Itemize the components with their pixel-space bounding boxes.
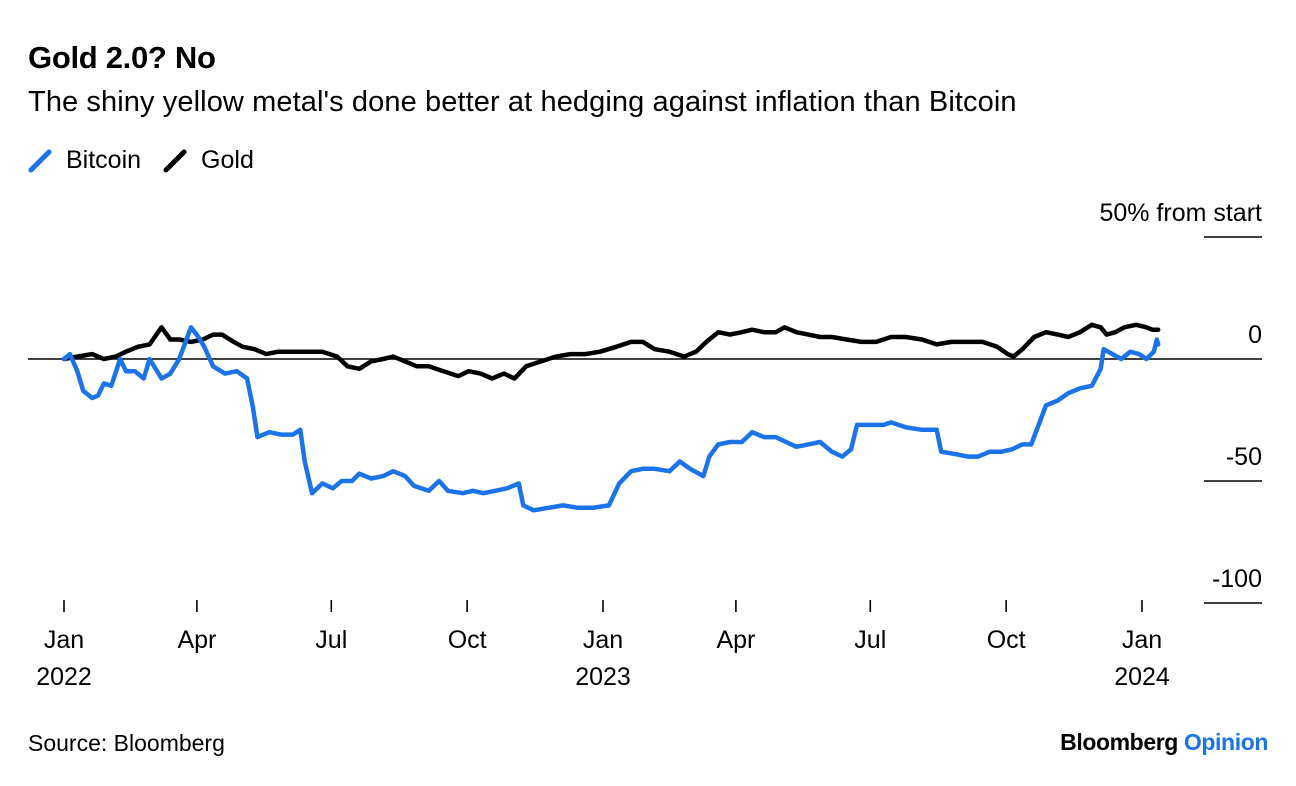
y-tick-label: 0: [1248, 321, 1262, 349]
series-line-gold: [61, 322, 1161, 381]
brand-main: Bloomberg: [1060, 729, 1178, 755]
brand-accent: Opinion: [1183, 729, 1268, 755]
x-tick-label: Jan: [1122, 626, 1162, 654]
source-note: Source: Bloomberg: [28, 730, 225, 756]
x-tick-year-label: 2022: [36, 663, 92, 691]
x-tick-year-label: 2024: [1114, 663, 1170, 691]
y-tick-label: -50: [1226, 443, 1262, 471]
x-tick-label: Oct: [987, 626, 1026, 654]
series-line-bitcoin: [61, 325, 1161, 513]
x-tick-label: Jul: [315, 626, 347, 654]
legend-label-bitcoin: Bitcoin: [66, 146, 142, 174]
legend: Bitcoin Gold: [28, 146, 276, 175]
x-tick-label: Jan: [583, 626, 623, 654]
brand-logo: Bloomberg Opinion: [1060, 729, 1268, 756]
legend-item-bitcoin: Bitcoin: [28, 146, 141, 175]
gold-legend-swatch-icon: [163, 149, 187, 172]
x-tick-label: Jan: [44, 626, 84, 654]
chart-subtitle: The shiny yellow metal's done better at …: [28, 86, 1017, 118]
legend-item-gold: Gold: [163, 146, 254, 175]
x-tick-label: Apr: [177, 626, 216, 654]
y-tick-label: 50% from start: [1099, 199, 1262, 227]
x-tick-label: Apr: [716, 626, 755, 654]
x-tick-year-label: 2023: [575, 663, 631, 691]
y-tick-label: -100: [1212, 565, 1262, 593]
bitcoin-legend-swatch-icon: [28, 149, 52, 172]
chart-title: Gold 2.0? No: [28, 40, 216, 75]
x-tick-label: Oct: [448, 626, 487, 654]
x-tick-label: Jul: [854, 626, 886, 654]
legend-label-gold: Gold: [201, 146, 254, 174]
